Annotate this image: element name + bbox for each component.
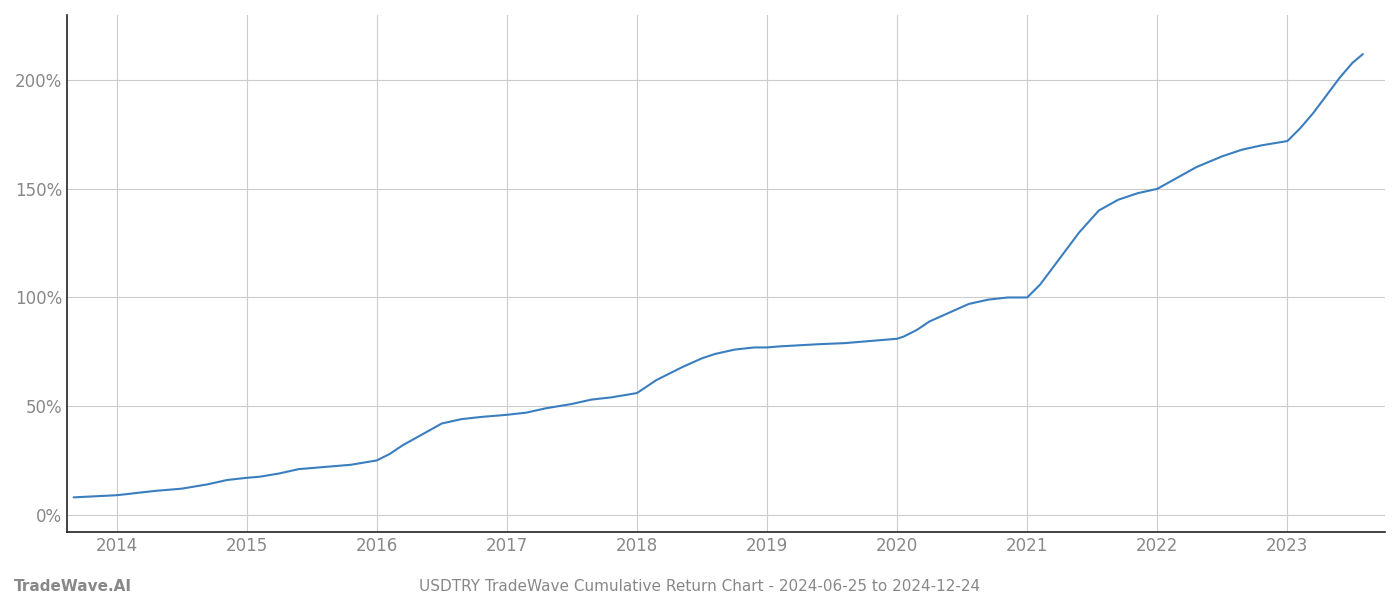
Text: USDTRY TradeWave Cumulative Return Chart - 2024-06-25 to 2024-12-24: USDTRY TradeWave Cumulative Return Chart… — [420, 579, 980, 594]
Text: TradeWave.AI: TradeWave.AI — [14, 579, 132, 594]
